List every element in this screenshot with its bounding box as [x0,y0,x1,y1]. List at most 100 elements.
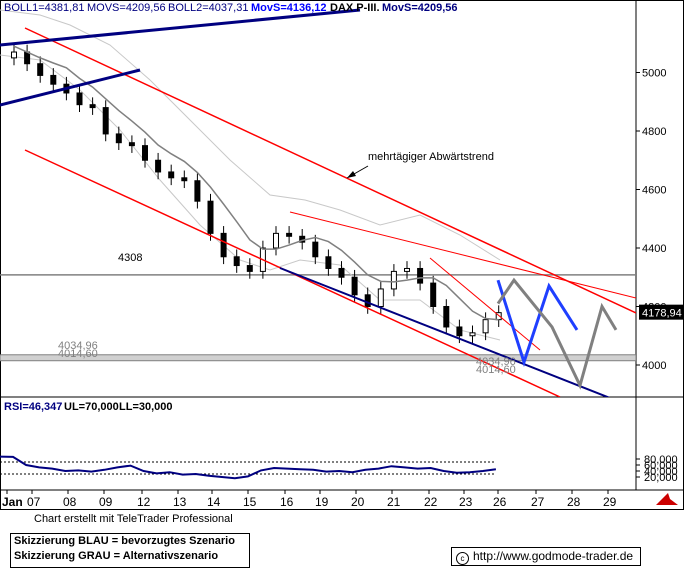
outer-frame [0,0,684,510]
trend-red-thin-lower [429,257,541,351]
time-tick-label: 22 [424,495,438,509]
time-tick-label: Jan [2,495,23,509]
candle-body [482,319,489,334]
rsi-tick-label: 40,000 [644,466,678,478]
right-label-4034: 4034,96 [476,356,516,368]
candle-body [128,142,135,147]
candle-body [76,92,83,106]
trend-red-upper [24,27,636,314]
candle-body [325,256,332,269]
time-tick-label: 07 [27,495,41,509]
legend-gray-scenario: Skizzierung GRAU = Alternativszenario [14,550,219,562]
moving-average-line [13,45,499,321]
time-tick-label: 14 [207,495,221,509]
rsi-line [0,455,497,480]
time-tick-label: 09 [99,495,113,509]
rsi-plot [0,455,497,480]
trend-blue-upper [0,8,361,47]
axes: 4000420044004600480050004178,9420,00040,… [2,68,684,509]
rsi-tick-label: 60,000 [644,460,678,472]
time-tick-label: 15 [243,495,257,509]
candle-body [286,232,293,237]
candle-body [377,288,384,308]
candle-body [246,265,253,272]
candle-body [430,282,437,308]
candle-body [404,267,410,272]
header-movs-label: MovS=4136,12 [251,2,327,14]
annotation-arrow-head [347,171,356,178]
header-boll1: BOLL1=4381,81 [4,2,84,14]
price-tick-label: 4400 [642,243,666,255]
last-price-label: 4178,94 [642,308,682,320]
level-band-4014-4035 [0,354,636,362]
candle-body [456,326,463,337]
header-boll2: BOLL2=4037,31 [168,2,248,14]
website-url[interactable]: http://www.godmode-trader.de [473,549,634,563]
time-tick-label: 16 [280,495,294,509]
chart-frame [0,0,684,510]
candle-body [168,171,175,179]
candle-body [181,177,188,182]
time-tick-label: 23 [459,495,473,509]
time-tick-label: 29 [603,495,617,509]
website-link[interactable]: c http://www.godmode-trader.de [451,547,641,566]
trend-blue-support [279,267,611,397]
rsi-tick-label: 80,000 [644,454,678,466]
price-plot [0,8,636,397]
candle-body [155,159,162,173]
candle-body [11,51,17,59]
candle-body [220,232,227,258]
candle-body [273,232,279,249]
price-tick-label: 4000 [642,360,666,372]
rsi-ul-label: UL=70,000 [64,401,119,413]
candle-body [89,104,96,109]
candle-body [469,332,476,337]
candle-body [102,107,109,135]
last-price-tag [639,304,684,320]
rsi-label: RSI=46,347 [4,401,62,413]
bollinger-upper [0,9,501,261]
candle-body [24,51,31,65]
rsi-ll-label: LL=30,000 [119,401,173,413]
candle-body [37,63,44,76]
legend-blue-scenario: Skizzierung BLAU = bevorzugtes Szenario [14,535,235,547]
candle-body [338,267,345,278]
candle-body [417,267,424,284]
rsi-tick-label: 20,000 [644,472,678,484]
candle-body [115,133,122,144]
candle-body [207,200,214,234]
trend-blue-mid [0,68,141,107]
price-tick-label: 5000 [642,68,666,80]
scroll-icon [656,493,678,505]
time-tick-label: 13 [173,495,187,509]
header-title: DAX P-III. [330,2,380,14]
copyright-icon: c [456,552,469,565]
trend-red-thin-upper [289,211,636,299]
time-tick-label: 08 [63,495,77,509]
time-tick-label: 19 [315,495,329,509]
candle-body [351,276,358,296]
scenario-legend: Skizzierung BLAU = bevorzugtes Szenario … [10,533,250,568]
candle-body [194,180,201,202]
time-tick-label: 12 [137,495,151,509]
candle-body [364,294,371,307]
time-tick-label: 28 [567,495,581,509]
time-tick-label: 20 [351,495,365,509]
chart-credit: Chart erstellt mit TeleTrader Profession… [34,513,233,525]
level-label-4308: 4308 [118,252,142,264]
price-tick-label: 4800 [642,126,666,138]
price-tick-label: 4600 [642,185,666,197]
time-tick-label: 21 [387,495,401,509]
time-tick-label: 26 [493,495,507,509]
right-label-4014: 4014,60 [476,364,516,376]
scenario-blue-path [496,279,579,367]
scenario-gray-path [496,277,618,390]
candle-body [390,270,397,290]
level-label-4034: 4034,96 [58,340,98,352]
level-label-4014: 4014,60 [58,348,98,360]
bollinger-lower [0,54,501,341]
candle-body [233,256,240,267]
header-movs1: MOVS=4209,56 [87,2,166,14]
time-tick-label: 27 [531,495,545,509]
